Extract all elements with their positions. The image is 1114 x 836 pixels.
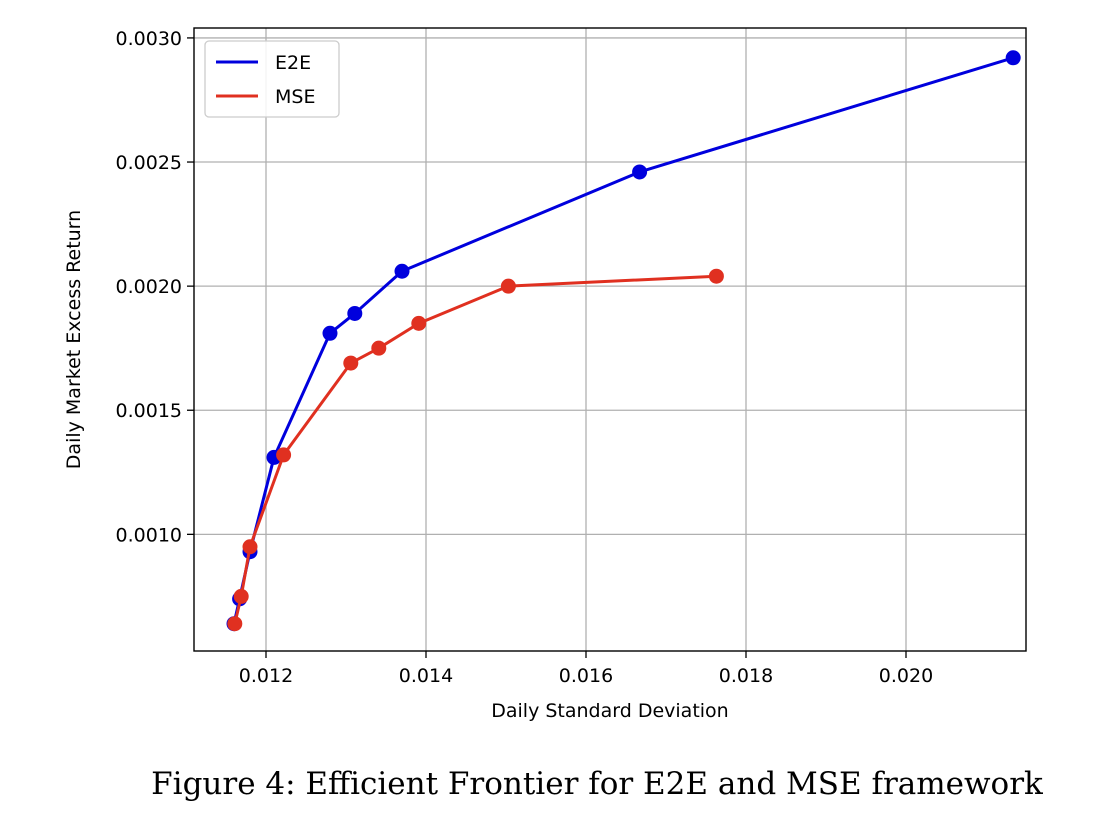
data-point <box>242 539 258 555</box>
grid-lines <box>194 28 1026 651</box>
data-point <box>343 355 359 371</box>
data-point <box>632 164 648 180</box>
efficient-frontier-chart: 0.012 0.014 0.016 0.018 0.020 0.0010 0.0015 0.0… <box>63 27 1027 722</box>
data-point <box>708 268 724 284</box>
series-e2e <box>226 50 1021 632</box>
data-point <box>500 278 516 294</box>
x-tick-label: 0.012 <box>239 665 293 687</box>
legend-box <box>204 40 340 118</box>
series-line <box>232 56 1014 625</box>
y-tick-label: 0.0025 <box>116 152 182 174</box>
x-tick-label: 0.018 <box>719 665 773 687</box>
x-tick-label: 0.020 <box>879 665 933 687</box>
series-line <box>233 274 717 625</box>
data-point <box>227 616 243 632</box>
legend: E2E MSE <box>204 40 340 118</box>
figure-caption: Figure 4: Efficient Frontier for E2E and… <box>151 766 1043 802</box>
legend-label: E2E <box>275 52 311 74</box>
x-tick-label: 0.016 <box>559 665 613 687</box>
y-tick-label: 0.0015 <box>116 400 182 422</box>
data-point <box>1005 50 1021 66</box>
y-tick-label: 0.0020 <box>116 276 182 298</box>
data-point <box>371 340 387 356</box>
y-tick-label: 0.0030 <box>116 28 182 50</box>
ticks-layer: 0.012 0.014 0.016 0.018 0.020 0.0010 0.0015 0.0… <box>116 28 934 687</box>
data-point <box>411 315 427 331</box>
y-axis-label: Daily Market Excess Return <box>63 210 85 469</box>
x-axis-label: Daily Standard Deviation <box>491 700 728 722</box>
data-point <box>233 588 249 604</box>
data-point <box>276 447 292 463</box>
data-point <box>322 325 338 341</box>
data-point <box>347 305 363 321</box>
series-mse <box>227 268 724 632</box>
legend-label: MSE <box>275 86 315 108</box>
x-tick-label: 0.014 <box>399 665 453 687</box>
y-tick-label: 0.0010 <box>116 524 182 546</box>
series-layer <box>226 50 1021 632</box>
plot-frame <box>193 27 1027 652</box>
data-point <box>394 263 410 279</box>
